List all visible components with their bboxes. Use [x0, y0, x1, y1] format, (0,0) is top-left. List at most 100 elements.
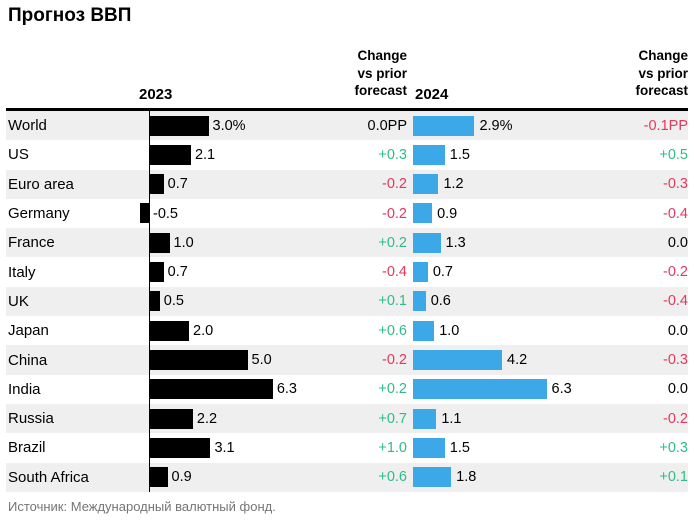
table-row: World 3.0% 0.0PP 2.9% -0.1PP [6, 111, 688, 141]
bar-2024 [413, 262, 428, 283]
table-row: US 2.1 +0.3 1.5 +0.5 [6, 140, 688, 170]
source-note: Источник: Международный валютный фонд. [8, 499, 276, 514]
bar-2023-value: 2.1 [194, 146, 216, 163]
chart-cell-2024: 1.2 [413, 170, 598, 199]
bar-2024-value: 6.3 [551, 381, 572, 398]
bar-2024 [413, 115, 475, 136]
country-label: Brazil [8, 439, 46, 457]
country-label: Euro area [8, 175, 74, 193]
chart-cell-2024: 0.7 [413, 257, 598, 286]
chart-cell-2023: 2.2 [149, 403, 304, 434]
change-2023-value: -0.2 [382, 352, 407, 369]
bar-2024 [413, 349, 503, 370]
chart-cell-2024: 1.0 [413, 316, 598, 345]
bar-2023-value: -0.5 [153, 205, 178, 222]
bar-2024-value: 0.7 [432, 264, 453, 281]
chart-cell-2023: -0.5 [140, 198, 304, 229]
bar-2023-value: 6.3 [276, 381, 298, 398]
zero-axis-2023 [149, 140, 150, 170]
bar-2023 [150, 262, 164, 283]
chart-cell-2024: 0.6 [413, 287, 598, 316]
col-header-change-line: forecast [635, 83, 688, 98]
change-2024-value: +0.1 [659, 469, 688, 486]
chart-cell-2023: 3.1 [149, 433, 304, 463]
chart-cell-2023: 0.5 [149, 286, 304, 317]
change-2023-value: 0.0PP [367, 117, 408, 134]
country-label: France [8, 234, 55, 252]
chart-cell-2023: 5.0 [149, 345, 304, 375]
bar-2023 [150, 144, 191, 165]
chart-cell-2024: 1.8 [413, 463, 598, 492]
chart-cell-2023: 0.7 [149, 257, 304, 287]
col-header-change-line: Change [357, 48, 407, 63]
bar-2024 [413, 203, 433, 224]
change-2024-value: -0.2 [663, 264, 688, 281]
change-2023-value: +0.7 [378, 410, 407, 427]
table-row: India 6.3 +0.2 6.3 0.0 [6, 374, 688, 404]
bar-2024 [413, 437, 445, 458]
bar-2023 [150, 115, 209, 136]
chart-cell-2024: 1.5 [413, 140, 598, 169]
zero-axis-2023 [149, 286, 150, 317]
change-2024-value: -0.3 [663, 176, 688, 193]
bar-2024 [413, 291, 426, 312]
chart-cell-2024: 1.1 [413, 404, 598, 433]
bar-2024 [413, 232, 441, 253]
table-row: Germany -0.5 -0.2 0.9 -0.4 [6, 198, 688, 229]
bar-2023-value: 0.5 [163, 293, 184, 310]
country-label: Russia [8, 410, 54, 428]
bar-2023 [150, 174, 164, 195]
bar-2023-value: 0.9 [171, 469, 192, 486]
bar-2024-value: 1.5 [449, 146, 470, 163]
bar-2023 [150, 232, 170, 253]
country-label: US [8, 146, 29, 164]
chart-cell-2023: 3.0% [149, 111, 304, 141]
table-row: Brazil 3.1 +1.0 1.5 +0.3 [6, 433, 688, 463]
zero-axis-2023 [149, 462, 150, 492]
zero-axis-2023 [149, 433, 150, 463]
bar-2024 [413, 174, 439, 195]
col-header-change-2023: Change vs prior forecast [354, 47, 407, 100]
zero-axis-2023 [149, 374, 150, 404]
table-row: France 1.0 +0.2 1.3 0.0 [6, 228, 688, 258]
table-row: Euro area 0.7 -0.2 1.2 -0.3 [6, 169, 688, 199]
bar-2024 [413, 408, 437, 429]
zero-axis-2023 [149, 111, 150, 141]
bar-2024-value: 0.6 [430, 293, 451, 310]
chart-cell-2023: 6.3 [149, 374, 304, 404]
change-2024-value: -0.3 [663, 352, 688, 369]
table-row: Italy 0.7 -0.4 0.7 -0.2 [6, 257, 688, 287]
bar-2024-value: 0.9 [437, 205, 458, 222]
zero-axis-2023 [149, 316, 150, 346]
bar-2023 [150, 349, 248, 370]
bar-2023 [150, 291, 160, 312]
bar-2023 [140, 203, 150, 224]
bar-2024-value: 2.9% [479, 117, 513, 134]
change-2024-value: -0.4 [663, 293, 688, 310]
change-2023-value: -0.4 [382, 264, 407, 281]
chart-cell-2024: 1.3 [413, 228, 598, 257]
bar-2023-value: 2.0 [193, 322, 214, 339]
bar-2024-value: 1.1 [441, 410, 462, 427]
chart-cell-2024: 1.5 [413, 433, 598, 462]
bar-2023-value: 0.7 [167, 264, 188, 281]
bar-2024 [413, 144, 445, 165]
col-header-change-2024: Change vs prior forecast [635, 47, 688, 100]
bar-2024 [413, 320, 435, 341]
bar-2024-value: 4.2 [507, 352, 528, 369]
change-2024-value: +0.3 [659, 439, 688, 456]
table-row: South Africa 0.9 +0.6 1.8 +0.1 [6, 462, 688, 492]
bar-2023 [150, 408, 193, 429]
col-header-2023: 2023 [139, 86, 173, 103]
change-2023-value: +0.3 [378, 146, 407, 163]
table-row: China 5.0 -0.2 4.2 -0.3 [6, 345, 688, 375]
bar-2024 [413, 379, 547, 400]
bar-2024-value: 1.5 [449, 439, 470, 456]
country-label: World [8, 117, 47, 135]
col-header-change-line: forecast [354, 83, 407, 98]
change-2024-value: -0.2 [663, 410, 688, 427]
zero-axis-2023 [149, 257, 150, 287]
country-label: Japan [8, 322, 49, 340]
col-header-change-line: vs prior [638, 65, 688, 81]
bar-2023 [150, 437, 211, 458]
